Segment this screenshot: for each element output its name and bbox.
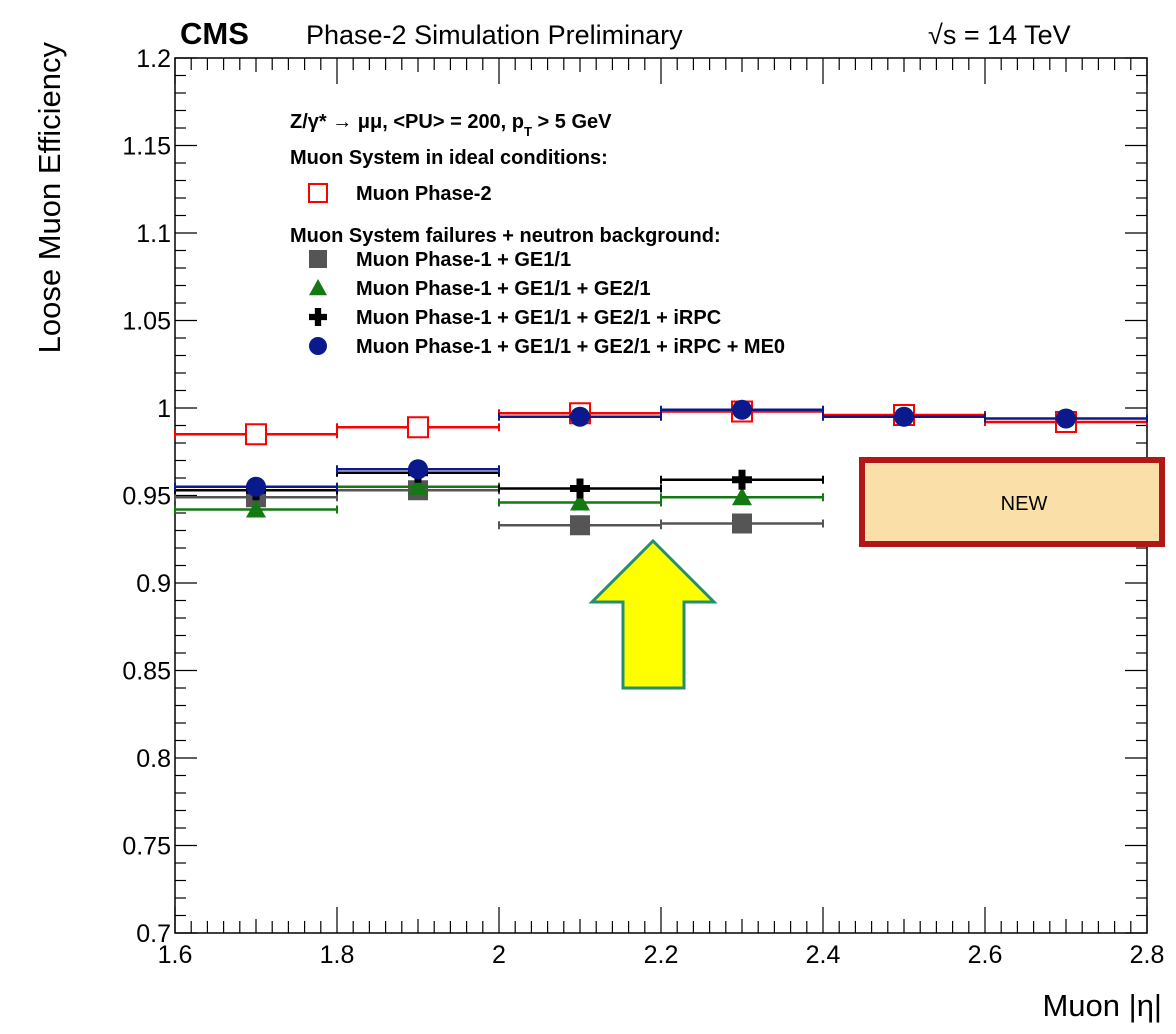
data-point: [732, 399, 752, 420]
legend-marker: [309, 279, 327, 296]
legend-failures-heading: Muon System failures + neutron backgroun…: [290, 225, 721, 247]
legend-entries: Muon Phase-2 Muon Phase-1 + GE1/1 Muon Pha…: [308, 183, 785, 358]
series-5: [174, 399, 1148, 497]
legend-marker: [309, 337, 327, 355]
data-point: [408, 459, 428, 480]
legend-label: Muon Phase-1 + GE1/1: [356, 249, 571, 271]
y-tick-label: 1.05: [122, 308, 171, 336]
legend-label: Muon Phase-1 + GE1/1 + GE2/1 + iRPC + ME…: [356, 336, 785, 358]
data-point: [570, 515, 590, 536]
new-annotation-label: NEW: [1001, 493, 1048, 515]
legend-process-main: Z/γ* → μμ, <PU> = 200, p: [290, 111, 524, 133]
data-point: [570, 478, 590, 499]
y-tick-label: 0.85: [122, 658, 171, 686]
legend-label: Muon Phase-2: [356, 183, 492, 205]
data-point: [245, 423, 267, 446]
x-tick-label: 2.2: [644, 941, 679, 969]
new-annotation-box: [859, 457, 1165, 547]
legend-process-line: Z/γ* → μμ, <PU> = 200, pT > 5 GeV: [290, 111, 612, 139]
x-tick-label: 2.6: [968, 941, 1003, 969]
x-tick-label: 1.6: [158, 941, 193, 969]
y-axis-title: Loose Muon Efficiency: [32, 42, 67, 354]
data-point: [246, 499, 266, 518]
legend-label: Muon Phase-1 + GE1/1 + GE2/1: [356, 278, 651, 300]
up-arrow-icon: [588, 538, 718, 690]
data-point: [732, 487, 752, 506]
x-tick-label: 2.4: [806, 941, 841, 969]
data-point: [1056, 408, 1076, 429]
data-point: [408, 476, 428, 495]
legend-marker: [309, 250, 327, 268]
x-tick-label: 2: [492, 941, 506, 969]
x-tick-label: 1.8: [320, 941, 355, 969]
series-layer: [174, 399, 1148, 536]
data-point: [570, 406, 590, 427]
data-point: [570, 492, 590, 511]
legend-process-sub: T: [524, 124, 532, 139]
y-tick-label: 1.15: [122, 133, 171, 161]
y-tick-label: 0.9: [136, 570, 171, 598]
series-3: [174, 476, 824, 518]
legend-label: Muon Phase-1 + GE1/1 + GE2/1 + iRPC: [356, 307, 721, 329]
data-point: [246, 476, 266, 497]
data-point: [732, 469, 752, 490]
y-tick-label: 0.7: [136, 920, 171, 948]
status-label: Phase-2 Simulation Preliminary: [306, 20, 683, 50]
x-axis-title: Muon |η|: [1042, 988, 1162, 1023]
legend-marker: [308, 183, 328, 203]
experiment-label: CMS: [180, 16, 249, 51]
y-tick-label: 1.1: [136, 220, 171, 248]
y-tick-label: 0.8: [136, 745, 171, 773]
y-tick-label: 0.95: [122, 483, 171, 511]
x-tick-label: 2.8: [1130, 941, 1165, 969]
data-point: [894, 406, 914, 427]
legend-ideal-heading: Muon System in ideal conditions:: [290, 147, 608, 169]
plot-frame-layer: 0.7 0.75 0.8 0.85 0.9 0.95 1 1.05 1.1 1.15 1.2 1.6 1…: [122, 45, 1164, 969]
legend-process-tail: > 5 GeV: [532, 111, 612, 133]
data-point: [732, 513, 752, 534]
energy-label: √s = 14 TeV: [928, 20, 1071, 50]
y-tick-label: 0.75: [122, 833, 171, 861]
y-tick-label: 1.2: [136, 45, 171, 73]
legend-marker: [309, 308, 327, 326]
y-tick-label: 1: [157, 395, 171, 423]
data-point: [407, 416, 429, 439]
